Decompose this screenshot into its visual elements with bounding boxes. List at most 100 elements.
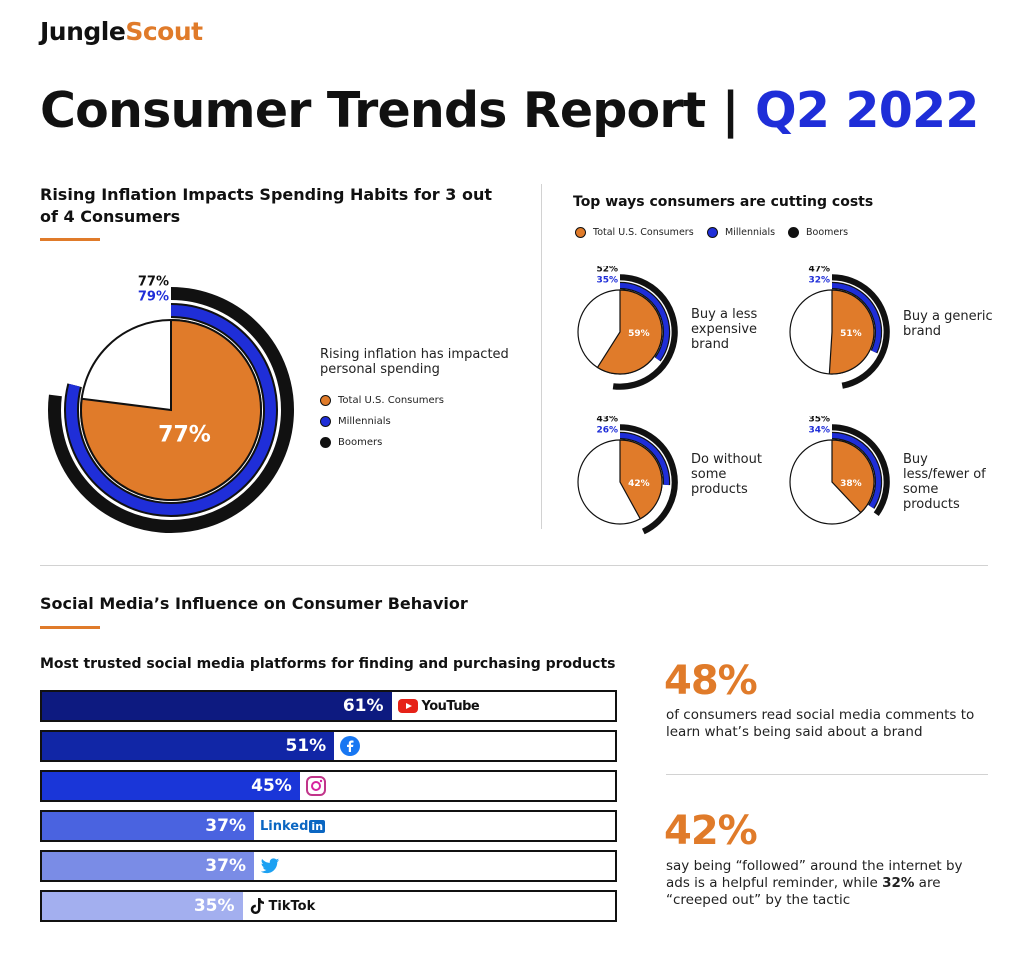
- page-title: Consumer Trends Report | Q2 2022: [40, 82, 979, 139]
- social-underline: [40, 626, 100, 629]
- cut-legend-dot-boomers: [788, 227, 799, 238]
- legend-millennials-label: Millennials: [338, 416, 391, 427]
- pie-label-boomers: 47%: [808, 266, 830, 274]
- cut-legend-millennials: Millennials: [707, 227, 775, 238]
- pie-label-total: 77%: [158, 423, 211, 448]
- pie-label-boomers: 52%: [596, 266, 618, 274]
- instagram-icon: [305, 774, 326, 798]
- legend-dot-total: [320, 395, 331, 406]
- pie-label-boomers: 43%: [596, 416, 618, 424]
- tiktok-icon: TikTok: [249, 894, 315, 918]
- legend-total-label: Total U.S. Consumers: [338, 395, 444, 406]
- title-period: Q2 2022: [755, 82, 979, 139]
- bar-label-facebook: 51%: [285, 736, 327, 756]
- pie-label-total: 42%: [628, 479, 650, 489]
- pie-label-total: 38%: [840, 479, 862, 489]
- inflation-heading: Rising Inflation Impacts Spending Habits…: [40, 185, 492, 226]
- ring-millennials: [619, 283, 669, 361]
- youtube-icon: YouTube: [397, 694, 480, 718]
- cut-legend-millennials-label: Millennials: [725, 227, 776, 238]
- ring-boomers: [48, 287, 294, 533]
- bar-twitter: 37%: [42, 852, 254, 880]
- inflation-underline: [40, 238, 100, 241]
- cut-label-do-without: Do without some products: [691, 452, 762, 497]
- ring-boomers: [619, 424, 678, 535]
- bar-row-linkedin: 37% Linked in: [40, 810, 617, 842]
- cut-label-buy-less: Buy less/fewer of some products: [903, 452, 986, 512]
- social-subheading: Most trusted social media platforms for …: [40, 656, 616, 672]
- linkedin-icon: Linked in: [260, 818, 326, 834]
- bar-row-youtube: 61% YouTube: [40, 690, 617, 722]
- pie-label-millennials: 79%: [138, 290, 169, 305]
- bar-youtube: 61%: [42, 692, 392, 720]
- legend-boomers: Boomers: [320, 437, 382, 448]
- pie-slice-total: [828, 289, 875, 375]
- logo-part-1: Jungle: [40, 17, 126, 46]
- cut-legend-dot-millennials: [707, 227, 718, 238]
- logo-part-2: Scout: [125, 17, 203, 46]
- inflation-pie-chart: 77%77%79%: [48, 275, 294, 533]
- pie-label-millennials: 35%: [596, 275, 618, 285]
- cutting-heading: Top ways consumers are cutting costs: [573, 194, 874, 210]
- cut-legend-boomers: Boomers: [788, 227, 848, 238]
- cut-pie-generic: 51% 47%32%: [789, 266, 890, 389]
- bar-label-instagram: 45%: [251, 776, 292, 796]
- cut-legend-total-label: Total U.S. Consumers: [593, 227, 694, 238]
- pie-label-total: 51%: [840, 329, 862, 339]
- ring-millennials: [619, 433, 669, 486]
- jungle-scout-logo: JungleScout: [40, 17, 203, 46]
- bar-label-tiktok: 35%: [193, 896, 235, 916]
- bar-label-linkedin: 37%: [205, 816, 246, 836]
- ring-boomers: [831, 424, 890, 516]
- bar-row-instagram: 45%: [40, 770, 617, 802]
- pie-label-millennials: 26%: [596, 425, 618, 435]
- bar-label-youtube: 61%: [342, 696, 384, 716]
- cut-pie-less-expensive: 59% 52%35%: [577, 266, 678, 390]
- legend-total: Total U.S. Consumers: [320, 395, 444, 406]
- pie-slice-total: [619, 439, 663, 520]
- ring-boomers: [612, 274, 678, 390]
- social-heading: Social Media’s Influence on Consumer Beh…: [40, 594, 468, 613]
- inflation-description: Rising inflation has impacted personal s…: [320, 347, 509, 377]
- stats-divider: [666, 774, 988, 775]
- cut-legend-total: Total U.S. Consumers: [575, 227, 694, 238]
- cut-pie-buy-less: 38% 35%34%: [789, 416, 890, 525]
- pie-label-boomers: 35%: [808, 416, 830, 424]
- facebook-icon: [340, 734, 361, 758]
- stat1-text: of consumers read social media comments …: [666, 707, 975, 740]
- bar-label-twitter: 37%: [205, 856, 246, 876]
- bar-tiktok: 35%: [42, 892, 243, 920]
- pie-slice-total: [80, 318, 262, 501]
- pie-slice-total: [831, 439, 875, 514]
- bar-linkedin: 37%: [42, 812, 254, 840]
- ring-millennials: [831, 433, 881, 509]
- bar-instagram: 45%: [42, 772, 300, 800]
- pie-label-total: 59%: [628, 329, 650, 339]
- cut-label-generic: Buy a generic brand: [903, 309, 993, 339]
- ring-boomers: [831, 274, 890, 389]
- bar-facebook: 51%: [42, 732, 335, 760]
- cut-legend-boomers-label: Boomers: [806, 227, 849, 238]
- legend-dot-boomers: [320, 437, 331, 448]
- legend-boomers-label: Boomers: [338, 437, 383, 448]
- ring-millennials: [831, 283, 881, 353]
- legend-dot-millennials: [320, 416, 331, 427]
- pie-label-boomers: 77%: [138, 275, 169, 290]
- twitter-icon: [260, 854, 280, 878]
- stat2-text: say being “followed” around the internet…: [666, 858, 986, 909]
- stat2-value: 42%: [664, 808, 758, 854]
- cut-label-less-expensive: Buy a less expensive brand: [691, 307, 758, 352]
- section-divider: [40, 565, 988, 566]
- stat2-text-bold: 32%: [882, 875, 915, 891]
- stat1-value: 48%: [664, 658, 758, 704]
- stat2-text-after: are “creeped out” by the tactic: [666, 875, 941, 908]
- pie-slice-total: [596, 289, 663, 375]
- cut-legend-dot-total: [575, 227, 586, 238]
- bar-row-tiktok: 35% TikTok: [40, 890, 617, 922]
- pie-label-millennials: 32%: [808, 275, 830, 285]
- stat2-text-before: say being “followed” around the internet…: [666, 858, 963, 891]
- bar-row-facebook: 51%: [40, 730, 617, 762]
- pie-label-millennials: 34%: [808, 425, 830, 435]
- cut-pie-do-without: 42% 43%26%: [577, 416, 678, 535]
- bar-row-twitter: 37%: [40, 850, 617, 882]
